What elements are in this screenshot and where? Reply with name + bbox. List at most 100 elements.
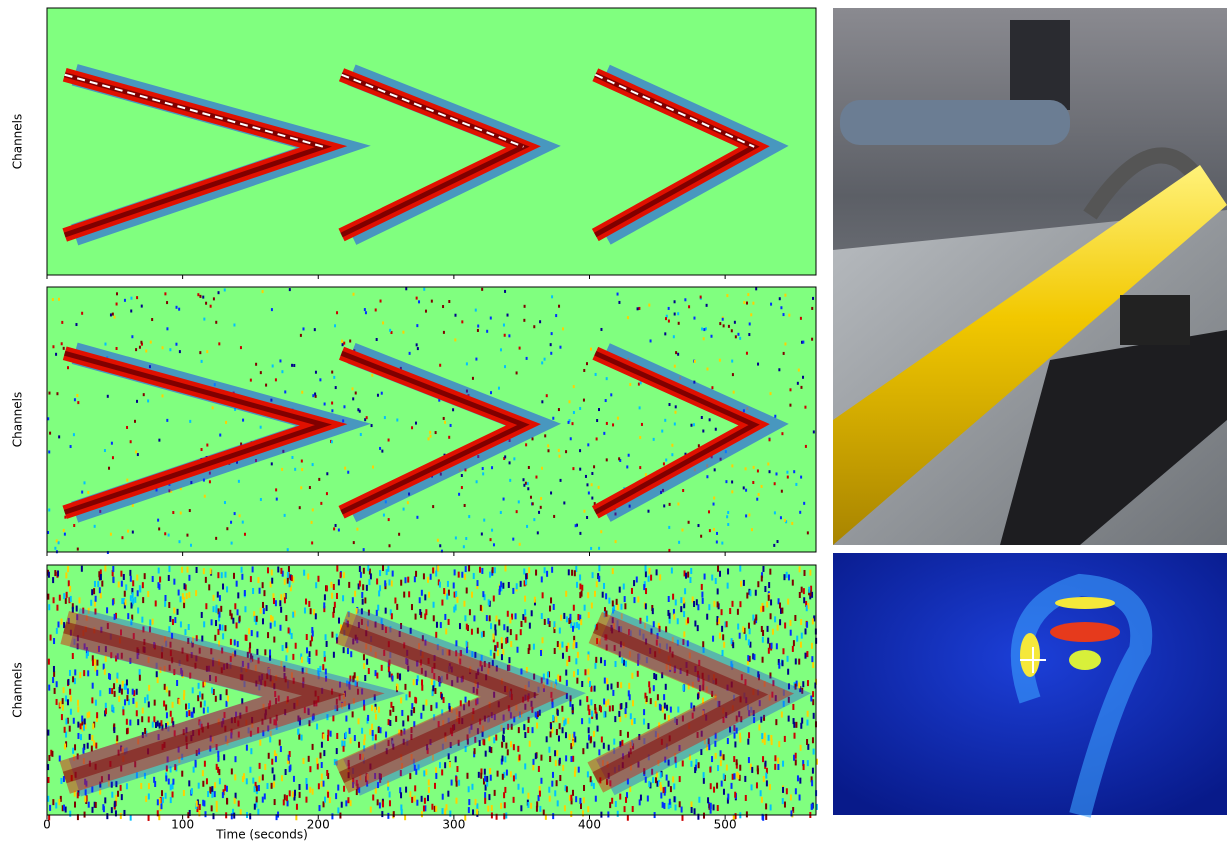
- noise: [289, 790, 291, 796]
- noise: [701, 592, 703, 598]
- noise: [643, 719, 645, 725]
- noise: [694, 808, 696, 814]
- noise: [544, 619, 546, 625]
- noise: [324, 402, 326, 405]
- noise: [58, 435, 60, 438]
- noise: [766, 780, 768, 786]
- noise: [326, 641, 328, 647]
- noise: [558, 449, 560, 452]
- noise: [584, 605, 586, 611]
- noise: [195, 761, 197, 767]
- noise: [99, 690, 101, 696]
- noise: [48, 659, 50, 665]
- noise: [745, 795, 747, 801]
- noise: [155, 600, 157, 606]
- noise: [249, 767, 251, 773]
- noise: [630, 713, 632, 719]
- noise: [591, 711, 593, 717]
- noise: [581, 718, 583, 724]
- noise: [369, 729, 371, 735]
- noise: [130, 297, 132, 300]
- noise: [316, 650, 318, 656]
- noise: [481, 288, 483, 291]
- noise: [510, 771, 512, 777]
- noise: [605, 701, 607, 707]
- noise: [533, 644, 535, 650]
- noise: [175, 343, 177, 346]
- noise: [48, 572, 50, 578]
- noise: [267, 567, 269, 573]
- noise: [176, 306, 178, 309]
- noise: [159, 723, 161, 729]
- noise: [568, 656, 570, 662]
- noise: [810, 695, 812, 701]
- noise: [55, 353, 57, 356]
- noise: [722, 634, 724, 640]
- noise: [231, 813, 233, 819]
- noise: [513, 744, 515, 750]
- noise: [153, 716, 155, 722]
- noise: [206, 778, 208, 784]
- noise: [408, 591, 410, 597]
- noise: [324, 651, 326, 657]
- noise: [605, 593, 607, 599]
- noise: [444, 614, 446, 620]
- noise: [91, 697, 93, 703]
- noise: [126, 783, 128, 789]
- noise: [148, 783, 150, 789]
- noise: [224, 288, 226, 291]
- noise: [397, 684, 399, 690]
- noise: [144, 728, 146, 734]
- noise: [606, 422, 608, 425]
- noise: [259, 763, 261, 769]
- noise: [795, 722, 797, 728]
- noise: [490, 650, 492, 656]
- noise: [432, 685, 434, 691]
- noise: [223, 754, 225, 760]
- noise: [727, 511, 729, 514]
- noise: [395, 716, 397, 722]
- noise: [797, 775, 799, 781]
- noise: [284, 514, 286, 517]
- noise: [48, 508, 50, 511]
- noise: [558, 736, 560, 742]
- noise: [569, 734, 571, 740]
- noise: [265, 384, 267, 387]
- noise: [813, 713, 815, 719]
- noise: [596, 437, 598, 440]
- noise: [731, 783, 733, 789]
- noise: [56, 605, 58, 611]
- noise: [739, 337, 741, 340]
- noise: [659, 574, 661, 580]
- noise: [248, 628, 250, 634]
- noise: [673, 784, 675, 790]
- noise: [433, 615, 435, 621]
- noise: [201, 612, 203, 618]
- noise: [147, 399, 149, 402]
- noise: [221, 572, 223, 578]
- noise: [287, 548, 289, 551]
- noise: [548, 747, 550, 753]
- noise: [63, 529, 65, 532]
- noise: [609, 706, 611, 712]
- noise: [65, 695, 67, 701]
- noise: [530, 496, 532, 499]
- noise: [603, 432, 605, 435]
- noise: [502, 649, 504, 655]
- noise: [745, 514, 747, 517]
- noise: [118, 581, 120, 587]
- noise: [445, 804, 447, 810]
- noise: [189, 420, 191, 423]
- noise: [743, 486, 745, 489]
- noise: [456, 766, 458, 772]
- x-tick-label: 200: [307, 818, 330, 832]
- noise: [713, 804, 715, 810]
- noise: [219, 778, 221, 784]
- noise: [337, 785, 339, 791]
- noise: [681, 807, 683, 813]
- noise: [207, 791, 209, 797]
- noise: [405, 694, 407, 700]
- noise: [179, 350, 181, 353]
- noise: [416, 516, 418, 519]
- noise: [105, 656, 107, 662]
